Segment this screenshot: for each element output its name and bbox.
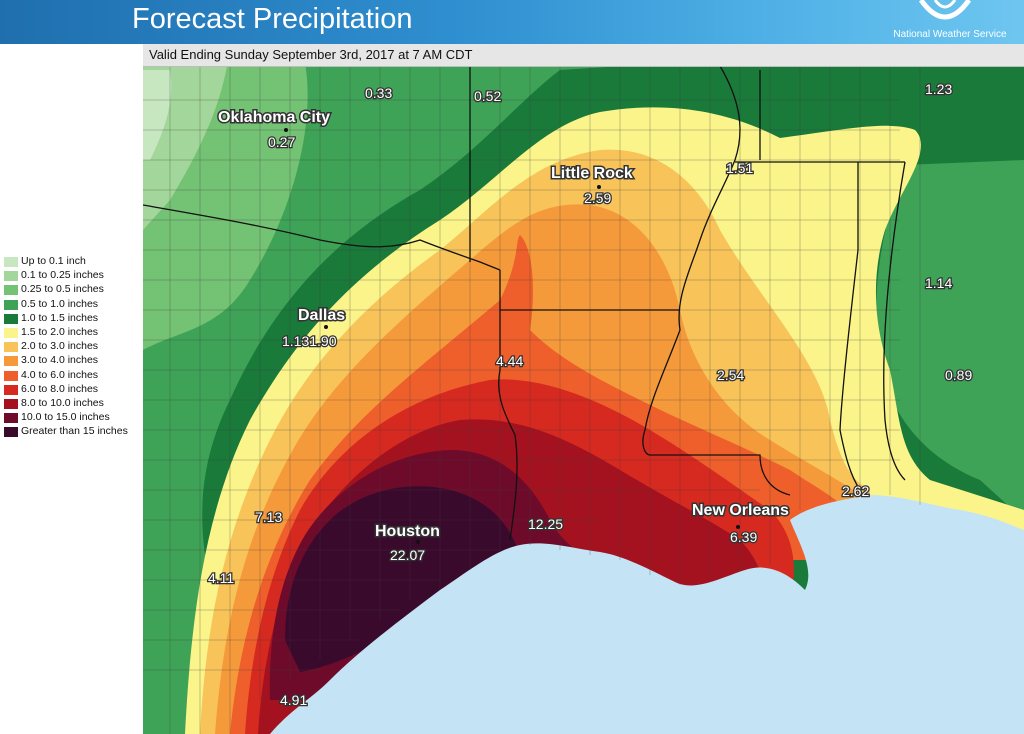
legend-label: 0.25 to 0.5 inches (21, 283, 104, 296)
legend-item: 8.0 to 10.0 inches (0, 397, 143, 411)
legend-label: 4.0 to 6.0 inches (21, 368, 99, 381)
value-label: 7.13 (255, 509, 282, 525)
legend-swatch (4, 356, 18, 367)
legend-label: 2.0 to 3.0 inches (21, 340, 99, 353)
precipitation-legend: Up to 0.1 inch 0.1 to 0.25 inches 0.25 to … (0, 255, 143, 439)
value-label: 4.91 (280, 692, 307, 708)
legend-label: 10.0 to 15.0 inches (21, 411, 110, 424)
city-houston: Houston 22.07 (374, 522, 442, 565)
legend-label: Up to 0.1 inch (21, 255, 86, 267)
value-label: 1.14 (925, 275, 952, 291)
legend-swatch (4, 384, 18, 395)
legend-swatch (4, 427, 18, 438)
value-label: 0.33 (365, 85, 392, 101)
legend-item: 4.0 to 6.0 inches (0, 369, 143, 383)
legend-item: 0.1 to 0.25 inches (0, 269, 143, 283)
legend-label: 1.5 to 2.0 inches (21, 325, 99, 338)
city-marker (416, 540, 420, 544)
city-value: 0.27 (268, 134, 295, 150)
legend-swatch (4, 285, 18, 296)
state-boundaries (143, 65, 906, 541)
header-banner: Forecast Precipitation National Weather … (0, 0, 1024, 44)
legend-item: Greater than 15 inches (0, 425, 143, 439)
legend-item: 10.0 to 15.0 inches (0, 411, 143, 425)
value-label: 1.51 (726, 160, 753, 176)
legend-item: 0.5 to 1.0 inches (0, 298, 143, 312)
legend-item: 2.0 to 3.0 inches (0, 340, 143, 354)
legend-label: 0.1 to 0.25 inches (21, 269, 104, 282)
legend-swatch (4, 327, 18, 338)
legend-swatch (4, 271, 18, 282)
value-label: 4.44 (496, 353, 523, 369)
legend-label: 3.0 to 4.0 inches (21, 354, 99, 367)
legend-swatch (4, 413, 18, 424)
legend-item: 0.25 to 0.5 inches (0, 283, 143, 297)
legend-swatch (4, 370, 18, 381)
page-title: Forecast Precipitation (132, 3, 413, 35)
value-label: 12.25 (528, 516, 563, 532)
nws-logo-icon (918, 0, 972, 20)
city-marker (284, 128, 288, 132)
band-greater-15 (285, 486, 520, 672)
value-label: 0.89 (945, 367, 972, 383)
city-name: Dallas (298, 307, 345, 324)
value-label: 2.54 (717, 367, 744, 383)
city-name: New Orleans (692, 502, 789, 519)
value-label: 2.62 (842, 483, 869, 499)
city-marker (324, 325, 328, 329)
valid-time-text: Valid Ending Sunday September 3rd, 2017 … (149, 47, 473, 62)
city-marker (736, 525, 740, 529)
city-value: 2.59 (584, 190, 611, 206)
legend-item: 3.0 to 4.0 inches (0, 354, 143, 368)
legend-swatch (4, 299, 18, 310)
city-new-orleans: New Orleans 6.39 (691, 501, 791, 547)
city-value: 6.39 (730, 529, 757, 545)
gulf-water (270, 495, 1024, 734)
legend-item: 6.0 to 8.0 inches (0, 383, 143, 397)
legend-item: 1.5 to 2.0 inches (0, 326, 143, 340)
legend-swatch (4, 342, 18, 353)
value-labels: 0.33 0.52 1.23 1.51 1.14 0.89 4.44 2.54 … (207, 80, 974, 710)
legend-swatch (4, 398, 18, 409)
legend-label: 1.0 to 1.5 inches (21, 311, 99, 324)
band-0.5-1.0-east (876, 160, 1024, 520)
value-label: 1.23 (925, 81, 952, 97)
legend-swatch (4, 313, 18, 324)
city-oklahoma-city: Oklahoma City 0.27 (217, 108, 332, 152)
legend-label: 8.0 to 10.0 inches (21, 396, 104, 409)
city-labels: Oklahoma City 0.27 Dallas 1.131.90 Littl… (217, 108, 791, 565)
legend-item: Up to 0.1 inch (0, 255, 143, 269)
legend-swatch (4, 257, 18, 267)
city-dallas: Dallas 1.131.90 (281, 306, 347, 351)
valid-time-bar: Valid Ending Sunday September 3rd, 2017 … (143, 44, 1024, 67)
city-marker (597, 185, 601, 189)
legend-label: 0.5 to 1.0 inches (21, 297, 99, 310)
agency-label: National Weather Service (893, 29, 1007, 40)
value-label: 4.11 (208, 570, 234, 586)
legend-label: Greater than 15 inches (21, 425, 128, 438)
county-boundaries (143, 66, 921, 734)
band-up-to-0.1 (143, 70, 172, 160)
legend-item: 1.0 to 1.5 inches (0, 312, 143, 326)
value-label: 0.52 (474, 88, 501, 104)
city-name: Houston (375, 523, 440, 540)
city-value: 1.131.90 (282, 333, 337, 349)
city-name: Little Rock (551, 165, 633, 182)
city-little-rock: Little Rock 2.59 (550, 164, 635, 208)
legend-label: 6.0 to 8.0 inches (21, 382, 99, 395)
precipitation-map: 0.33 0.52 1.23 1.51 1.14 0.89 4.44 2.54 … (143, 44, 1024, 734)
city-value: 22.07 (390, 547, 425, 563)
city-name: Oklahoma City (218, 109, 330, 126)
